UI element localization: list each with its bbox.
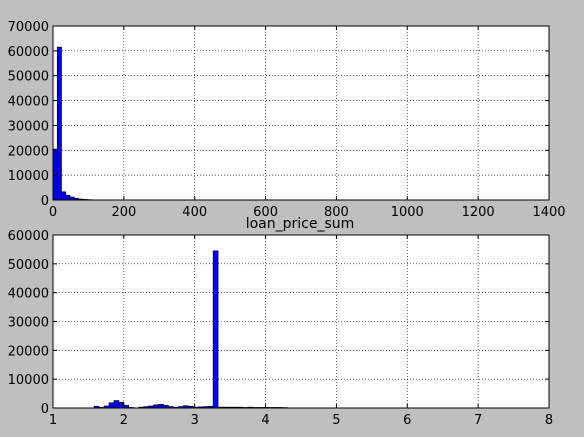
histogram-bar bbox=[118, 401, 125, 409]
x-tick-label: 2 bbox=[120, 413, 128, 428]
x-tick-label: 1400 bbox=[532, 205, 565, 220]
y-tick-label: 70000 bbox=[8, 20, 49, 35]
x-tick-label: 7 bbox=[474, 413, 482, 428]
y-tick-label: 30000 bbox=[8, 316, 49, 331]
x-tick-label: 0 bbox=[49, 205, 57, 220]
y-tick-label: 60000 bbox=[8, 45, 49, 60]
histogram-bar bbox=[212, 250, 219, 409]
bottom-histogram: 1 2 3 4 5 6 7 8 0 10000 20000 30000 40000 50000 60000 l… bbox=[8, 216, 554, 428]
histogram-bar bbox=[113, 400, 120, 409]
y-tick-label: 0 bbox=[41, 402, 49, 417]
histogram-bar bbox=[56, 46, 62, 201]
y-tick-label: 60000 bbox=[8, 229, 49, 244]
y-tick-label: 0 bbox=[41, 194, 49, 209]
histogram-bar bbox=[61, 191, 67, 201]
plot-area bbox=[53, 235, 549, 408]
y-tick-label: 10000 bbox=[8, 169, 49, 184]
plot-area bbox=[53, 26, 549, 200]
chart-title: loan_price_sum bbox=[246, 216, 355, 232]
histogram-bar bbox=[65, 194, 71, 201]
y-tick-label: 50000 bbox=[8, 258, 49, 273]
histogram-bar bbox=[52, 148, 58, 201]
histogram-bar bbox=[108, 402, 115, 409]
x-tick-label: 6 bbox=[403, 413, 411, 428]
x-tick-label: 4 bbox=[261, 413, 269, 428]
x-tick-label: 1200 bbox=[462, 205, 495, 220]
x-tick-label: 3 bbox=[191, 413, 199, 428]
x-tick-label: 1 bbox=[49, 413, 57, 428]
y-tick-label: 10000 bbox=[8, 373, 49, 388]
x-tick-label: 400 bbox=[182, 205, 207, 220]
axes-frame bbox=[52, 25, 550, 201]
y-tick-label: 30000 bbox=[8, 119, 49, 134]
x-tick-label: 800 bbox=[324, 205, 349, 220]
y-tick-label: 40000 bbox=[8, 287, 49, 302]
histogram-bar bbox=[158, 403, 164, 409]
x-tick-label: 600 bbox=[253, 205, 278, 220]
x-tick-label: 8 bbox=[545, 413, 553, 428]
top-histogram: 0 200 400 600 800 1000 1200 1400 0 10000 20000 3000… bbox=[8, 20, 566, 220]
y-tick-label: 20000 bbox=[8, 344, 49, 359]
x-tick-label: 5 bbox=[332, 413, 340, 428]
x-tick-label: 1000 bbox=[391, 205, 424, 220]
y-tick-label: 40000 bbox=[8, 95, 49, 110]
y-tick-label: 20000 bbox=[8, 144, 49, 159]
x-tick-label: 200 bbox=[111, 205, 136, 220]
y-tick-label: 50000 bbox=[8, 70, 49, 85]
